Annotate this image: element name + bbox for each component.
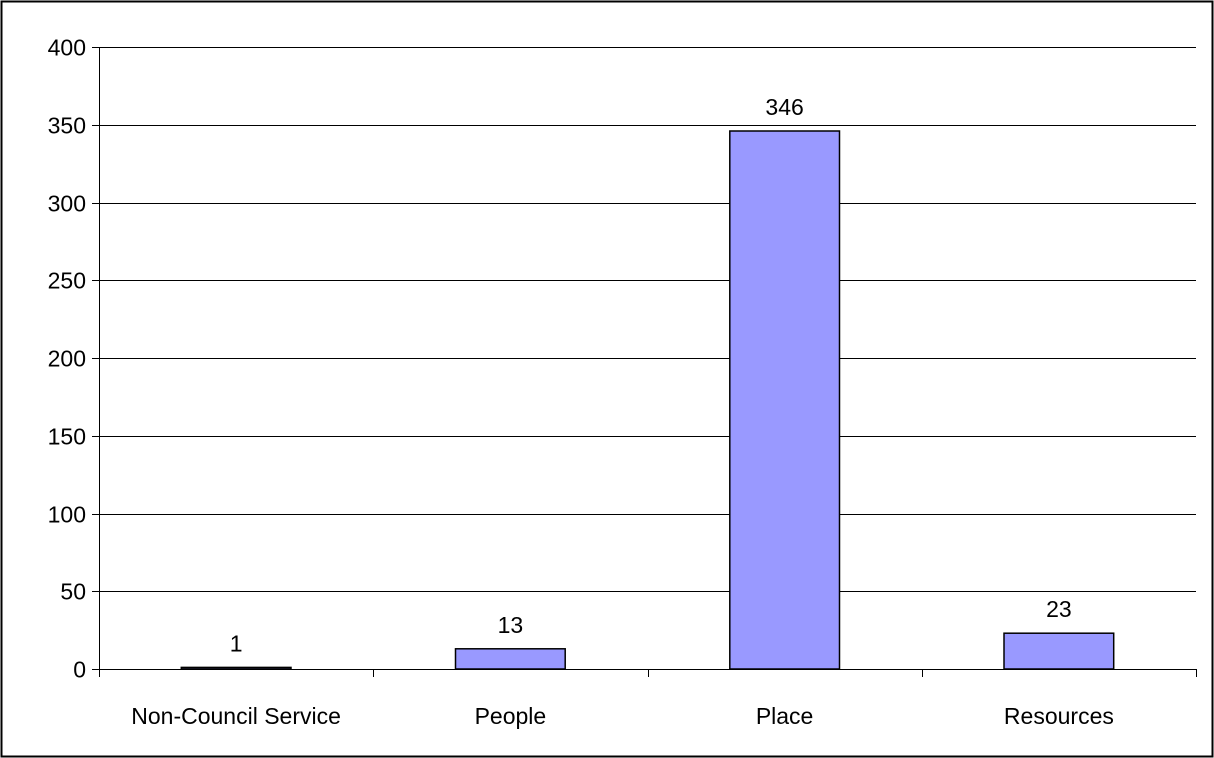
x-tick-label: People xyxy=(475,703,547,729)
y-tick-label: 0 xyxy=(73,657,86,683)
gridlines xyxy=(99,47,1196,592)
axes xyxy=(92,47,1197,677)
data-label: 13 xyxy=(498,612,524,638)
y-tick-label: 400 xyxy=(48,35,86,61)
data-label: 1 xyxy=(230,630,243,656)
y-tick-label: 350 xyxy=(48,113,86,139)
y-tick-label: 200 xyxy=(48,346,86,372)
y-tick-label: 150 xyxy=(48,424,86,450)
bar-non-council-service xyxy=(180,666,292,670)
x-tick-label: Resources xyxy=(1004,703,1114,729)
data-label: 23 xyxy=(1046,596,1072,622)
y-tick-label: 250 xyxy=(48,268,86,294)
y-tick-label: 300 xyxy=(48,191,86,217)
y-tick-label: 50 xyxy=(60,579,86,605)
data-label: 346 xyxy=(765,94,803,120)
bars xyxy=(180,130,1115,670)
labels: 0 50 100 150 200 250 300 350 400 1 Non-Council Ser… xyxy=(48,35,1114,730)
bar-place xyxy=(729,130,841,670)
x-tick-label: Place xyxy=(756,703,814,729)
bar-resources xyxy=(1003,632,1115,670)
x-tick-label: Non-Council Service xyxy=(131,703,341,729)
y-tick-label: 100 xyxy=(48,502,86,528)
bar-people xyxy=(454,648,566,670)
